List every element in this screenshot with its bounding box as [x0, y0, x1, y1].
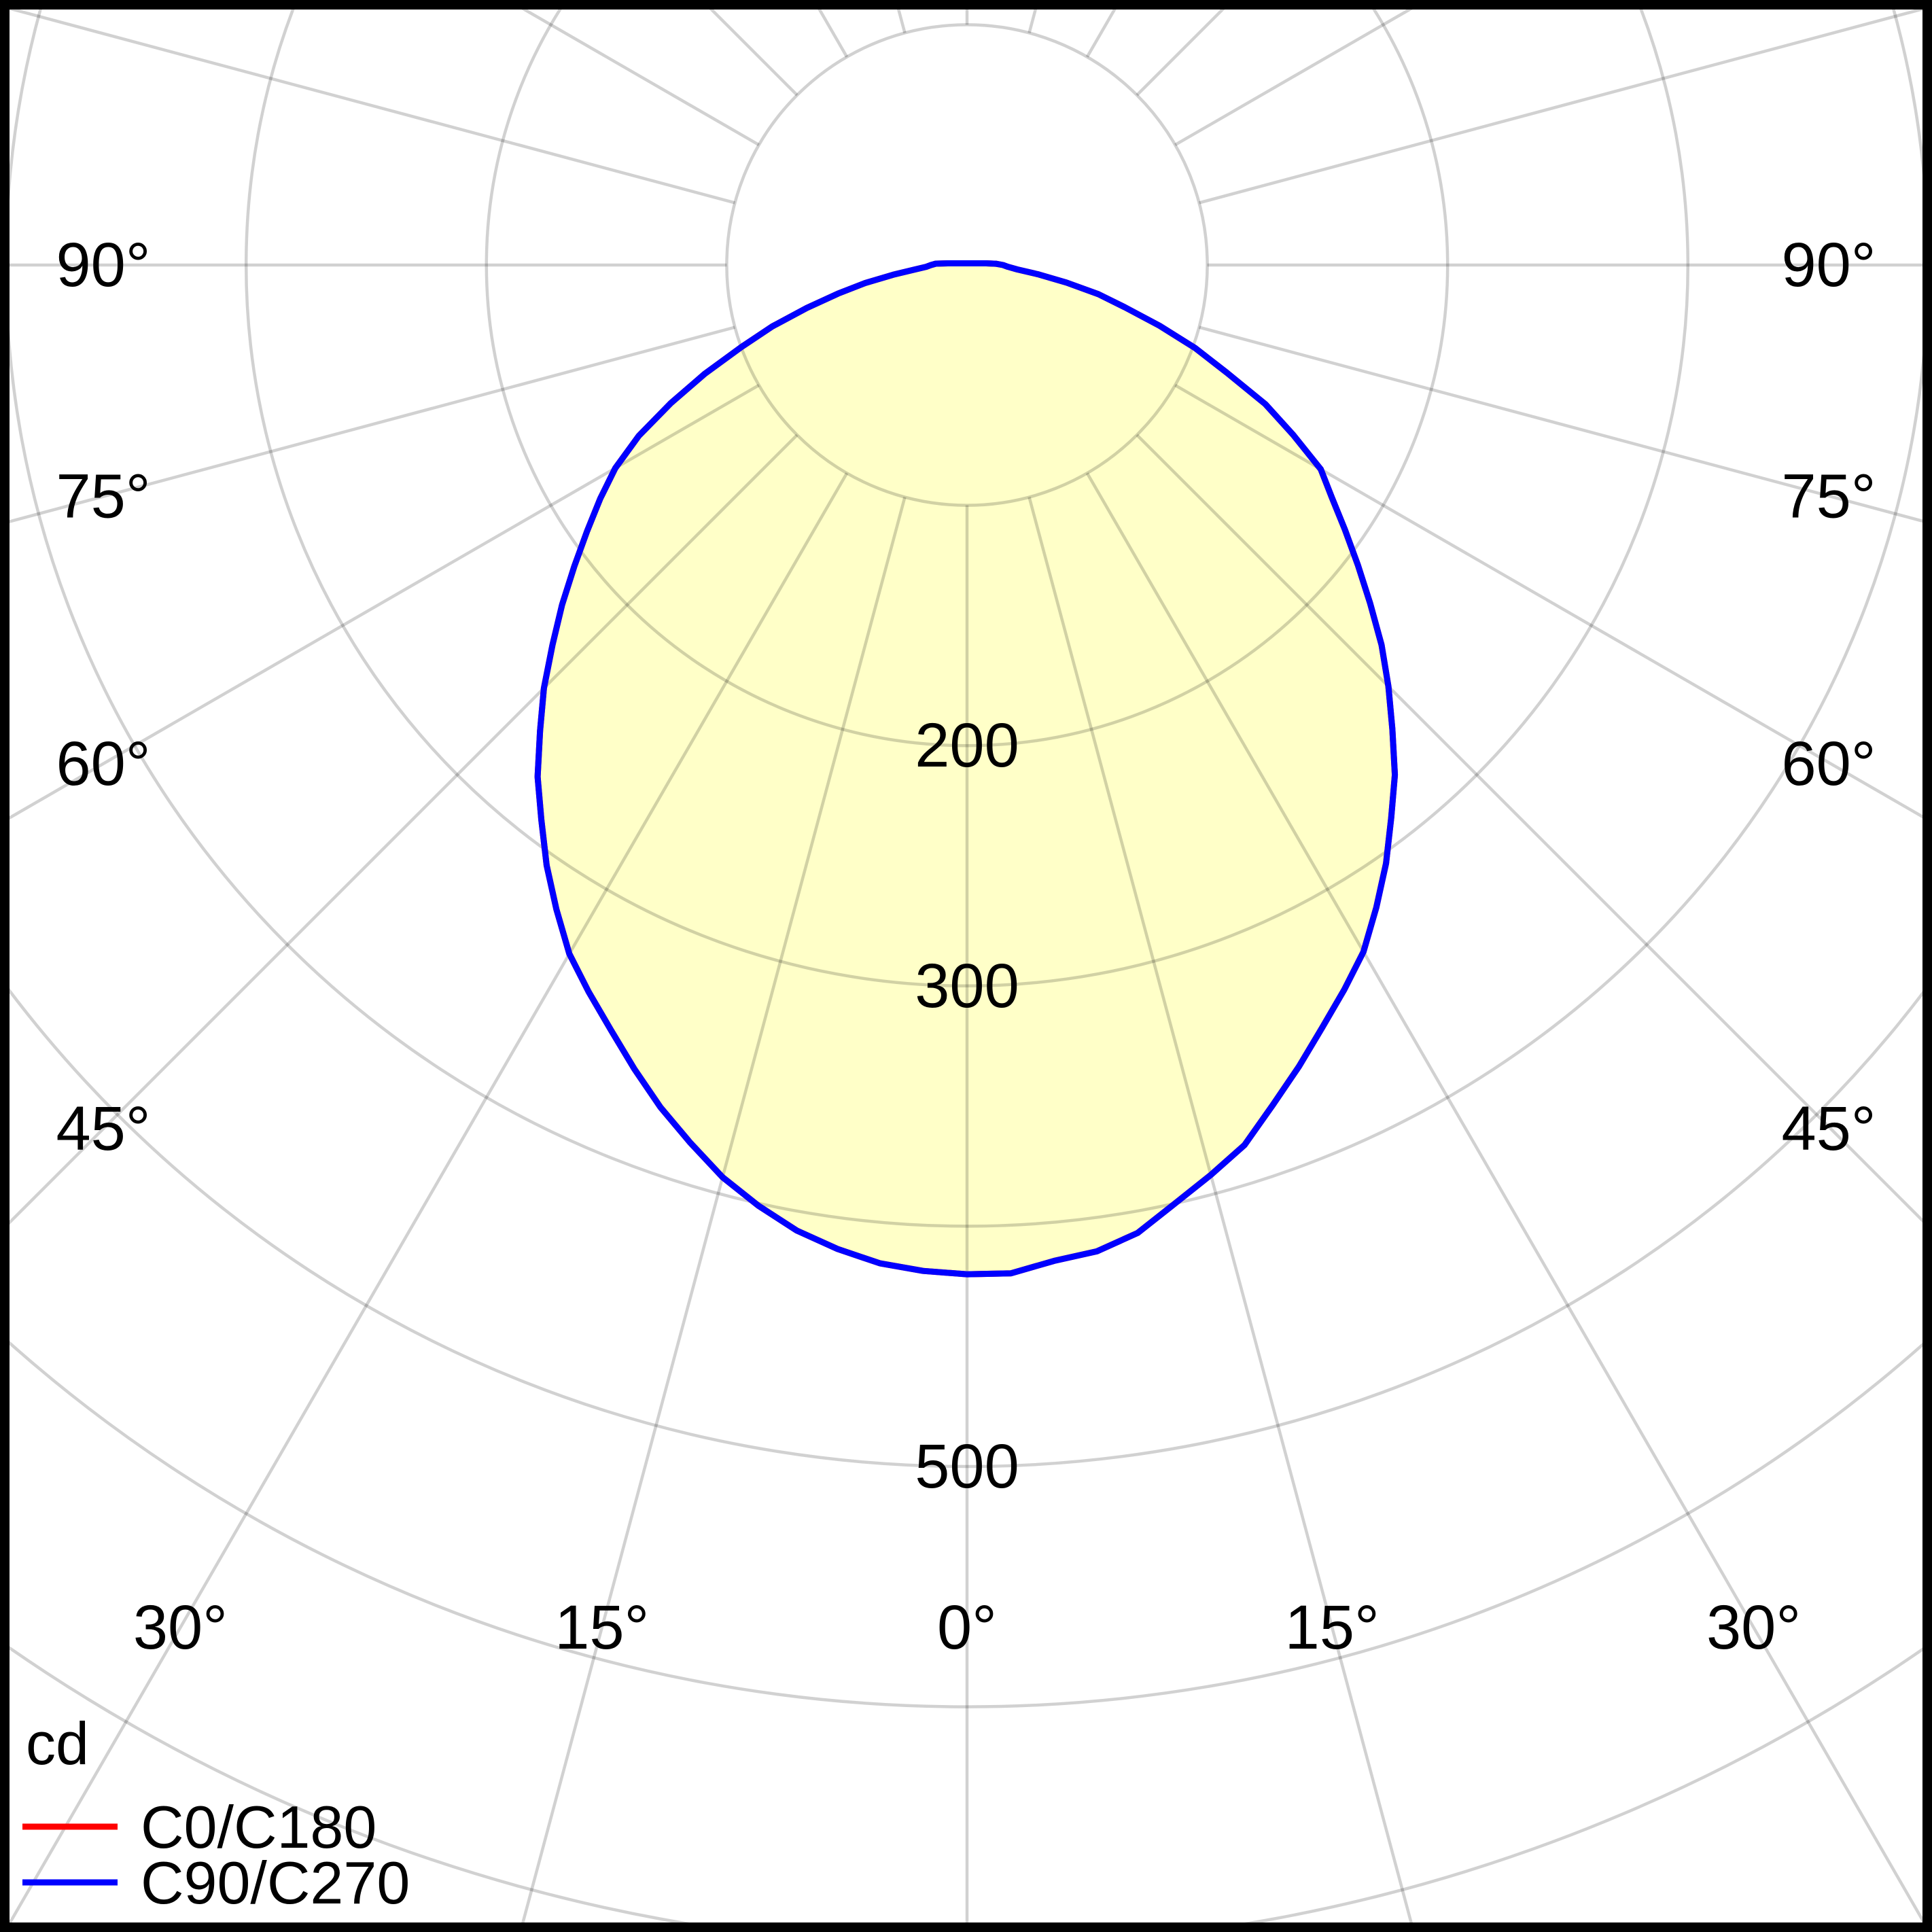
polar-radial-line	[1198, 326, 1922, 523]
polar-radial-line	[10, 472, 849, 1922]
unit-label: cd	[26, 1710, 89, 1777]
polar-ring	[10, 1340, 1922, 1708]
angle-label-bottom: 30°	[1706, 1593, 1801, 1662]
polar-radial-line	[1085, 472, 1922, 1922]
angle-label-bottom: 15°	[555, 1593, 649, 1662]
intensity-curve-c90-c270	[534, 260, 1399, 1278]
angle-label-left: 90°	[56, 230, 150, 300]
angle-label-bottom: 15°	[1285, 1593, 1380, 1662]
polar-radial-line	[521, 496, 907, 1922]
polar-radial-line	[1174, 383, 1922, 819]
angle-label-left: 75°	[56, 462, 150, 531]
polar-radial-line	[10, 434, 798, 1225]
polar-radial-line	[1198, 10, 1922, 205]
polar-ring	[245, 10, 1689, 987]
polar-radial-line	[1028, 496, 1413, 1922]
angle-label-right: 45°	[1781, 1094, 1876, 1163]
labels-layer: 200 300 500 90° 90° 75° 75° 60° 60° 45° 45° 30° 15° 0…	[56, 230, 1876, 1662]
angle-label-right: 90°	[1781, 230, 1876, 300]
polar-radial-line	[10, 383, 760, 820]
legend: cd C0/C180 C90/C270	[22, 1710, 410, 1916]
beam-fill	[538, 263, 1395, 1275]
polar-radial-line	[10, 10, 736, 205]
polar-ring	[10, 10, 1922, 1228]
polar-ring	[485, 10, 1450, 748]
legend-label-c0-c180: C0/C180	[141, 1793, 376, 1861]
angle-label-left: 60°	[56, 729, 150, 798]
polar-ring	[10, 987, 1922, 1468]
ring-label: 200	[915, 711, 1019, 780]
ring-label: 300	[915, 951, 1019, 1021]
polar-radial-line	[1136, 434, 1922, 1223]
polar-ring	[725, 23, 1209, 507]
angle-label-right: 75°	[1781, 462, 1876, 531]
ring-label: 500	[915, 1432, 1019, 1501]
polar-radial-line	[10, 326, 736, 523]
angle-label-bottom: 30°	[133, 1593, 228, 1662]
angle-label-bottom: 0°	[937, 1593, 997, 1662]
legend-label-c90-c270: C90/C270	[141, 1849, 410, 1916]
angle-label-right: 60°	[1781, 729, 1876, 798]
angle-label-left: 45°	[56, 1094, 150, 1163]
